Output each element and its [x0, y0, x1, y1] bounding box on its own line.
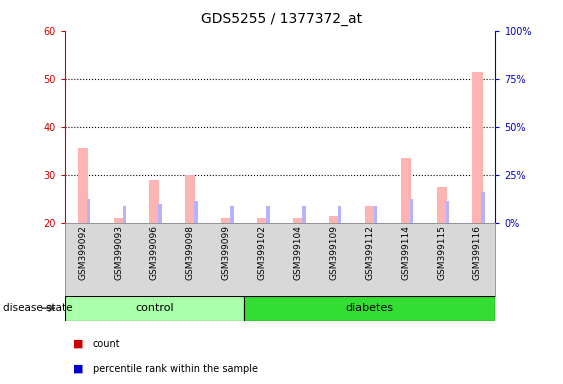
Bar [436, 187, 446, 223]
Text: GSM399092: GSM399092 [78, 225, 87, 280]
Text: ■: ■ [73, 364, 84, 374]
Bar [123, 206, 126, 223]
Text: GSM399112: GSM399112 [365, 225, 374, 280]
Text: disease state: disease state [3, 303, 72, 313]
Text: GSM399115: GSM399115 [437, 225, 446, 280]
Bar [293, 218, 303, 223]
Bar [221, 218, 231, 223]
Bar [401, 158, 411, 223]
Bar [185, 175, 195, 223]
Text: count: count [93, 339, 120, 349]
Text: percentile rank within the sample: percentile rank within the sample [93, 364, 258, 374]
Bar [481, 192, 485, 223]
Text: GSM399114: GSM399114 [401, 225, 410, 280]
Bar [149, 180, 159, 223]
Bar [65, 296, 244, 321]
Text: control: control [135, 303, 174, 313]
Bar [230, 206, 234, 223]
Bar [266, 206, 270, 223]
Bar [257, 218, 267, 223]
Bar [374, 206, 377, 223]
Text: GSM399104: GSM399104 [293, 225, 302, 280]
Bar [472, 71, 482, 223]
Bar [87, 199, 90, 223]
Text: GSM399099: GSM399099 [222, 225, 231, 280]
Bar [158, 204, 162, 223]
Text: GSM399096: GSM399096 [150, 225, 159, 280]
Bar [329, 215, 339, 223]
Bar [244, 296, 495, 321]
Bar [445, 201, 449, 223]
Bar [410, 199, 413, 223]
Bar [365, 206, 375, 223]
Text: GDS5255 / 1377372_at: GDS5255 / 1377372_at [201, 12, 362, 25]
Bar [194, 201, 198, 223]
Bar [302, 206, 306, 223]
Text: GSM399102: GSM399102 [258, 225, 267, 280]
Text: GSM399093: GSM399093 [114, 225, 123, 280]
Bar [338, 206, 342, 223]
Bar [114, 218, 124, 223]
Text: GSM399109: GSM399109 [329, 225, 338, 280]
Bar [78, 148, 88, 223]
Text: GSM399098: GSM399098 [186, 225, 195, 280]
Text: GSM399116: GSM399116 [473, 225, 482, 280]
Text: ■: ■ [73, 339, 84, 349]
Text: diabetes: diabetes [346, 303, 394, 313]
